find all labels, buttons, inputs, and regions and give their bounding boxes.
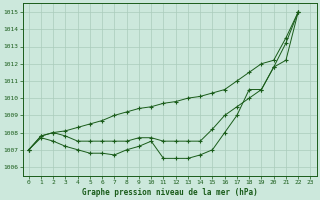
X-axis label: Graphe pression niveau de la mer (hPa): Graphe pression niveau de la mer (hPa): [82, 188, 258, 197]
